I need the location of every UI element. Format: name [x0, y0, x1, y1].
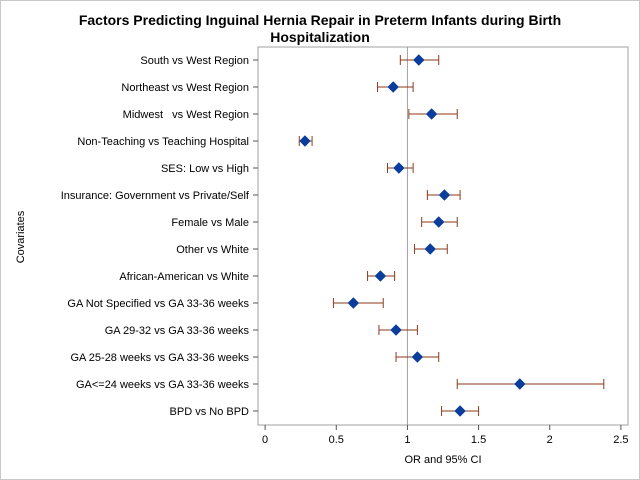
y-tick-label: SES: Low vs High: [161, 163, 249, 175]
x-tick-label: 1.5: [471, 434, 486, 446]
or-marker: [411, 351, 424, 363]
x-tick-label: 0: [262, 434, 268, 446]
or-marker: [413, 54, 425, 66]
y-tick-label: African-American vs White: [119, 271, 249, 283]
or-marker: [424, 243, 436, 255]
y-tick-label: Midwest vs West Region: [123, 109, 249, 121]
y-axis-label: Covariates: [15, 210, 27, 263]
or-marker: [425, 108, 438, 120]
or-marker: [433, 216, 445, 228]
y-tick-label: Female vs Male: [171, 217, 249, 229]
or-marker: [438, 189, 451, 201]
chart-title-line-2: Hospitalization: [270, 29, 370, 45]
or-marker: [454, 405, 466, 417]
or-marker: [393, 162, 405, 174]
or-marker: [387, 81, 399, 93]
x-tick-label: 1: [404, 434, 410, 446]
y-tick-label: South vs West Region: [140, 55, 249, 67]
y-tick-label: GA<=24 weeks vs GA 33-36 weeks: [76, 379, 250, 391]
x-axis-label: OR and 95% CI: [404, 454, 481, 466]
y-tick-label: Other vs White: [176, 244, 249, 256]
plot-area: 0 0.5 1 1.5 2 2.5 South vs West Region Northeas…: [61, 46, 629, 446]
x-tick-label: 2: [547, 434, 553, 446]
y-tick-label: GA 25-28 weeks vs GA 33-36 weeks: [70, 352, 249, 364]
y-tick-label: GA 29-32 vs GA 33-36 weeks: [105, 325, 250, 337]
or-marker: [390, 324, 402, 336]
y-tick-label: Northeast vs West Region: [121, 82, 249, 94]
y-tick-label: Insurance: Government vs Private/Self: [61, 190, 250, 202]
or-marker: [374, 270, 387, 282]
chart-title-line-1: Factors Predicting Inguinal Hernia Repai…: [78, 12, 562, 28]
or-marker: [299, 135, 311, 147]
plot-border: [257, 46, 629, 426]
x-tick-label: 0.5: [329, 434, 344, 446]
x-tick-label: 2.5: [613, 434, 628, 446]
y-tick-label: Non-Teaching vs Teaching Hospital: [77, 136, 249, 148]
or-marker: [514, 378, 526, 390]
y-tick-label: BPD vs No BPD: [170, 406, 250, 418]
or-marker: [347, 297, 360, 309]
y-tick-label: GA Not Specified vs GA 33-36 weeks: [67, 298, 249, 310]
